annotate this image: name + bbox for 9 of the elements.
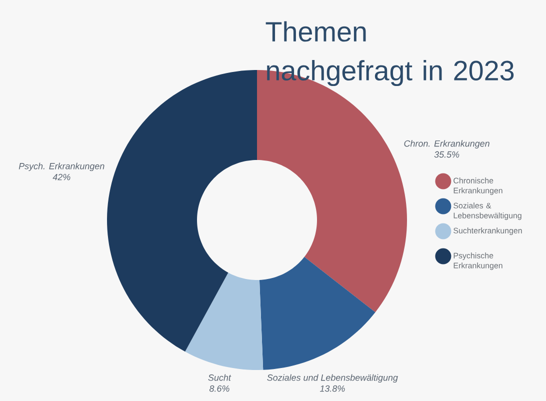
text: Psych. Erkrankungen xyxy=(18,162,104,172)
data-label: 35.5% xyxy=(434,151,460,158)
text: Soziales und Lebensbewältigung xyxy=(267,374,398,383)
data-label: 13.8% xyxy=(320,385,345,392)
data-label: 8.6% xyxy=(209,385,230,392)
text: Chron. Erkrankungen xyxy=(404,140,490,148)
text: Sucht xyxy=(208,374,232,381)
data-label: 42% xyxy=(52,174,70,180)
chart-title: Themen nachgefragt in 2023 xyxy=(266,21,514,86)
